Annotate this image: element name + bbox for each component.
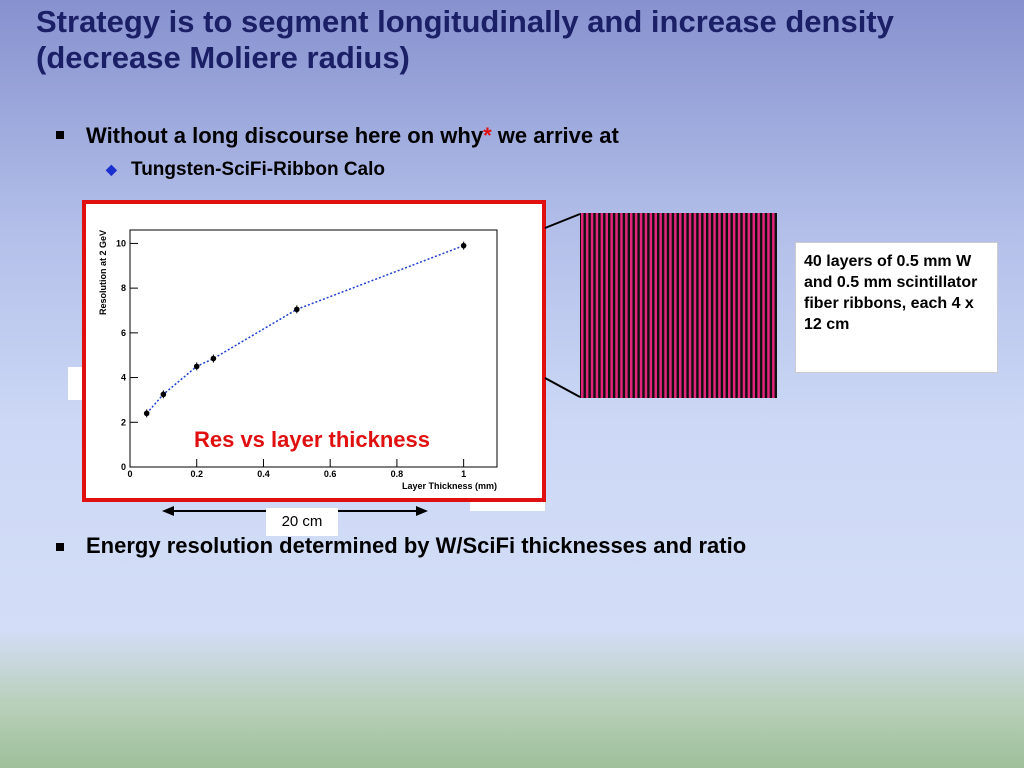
ribbon-layer — [698, 213, 702, 398]
x-tick-label: 0 — [127, 469, 132, 479]
ribbon-layer — [615, 213, 618, 398]
bullet: Energy resolution determined by W/SciFi … — [86, 533, 747, 558]
ribbon-layer — [625, 213, 628, 398]
ribbon-layer — [634, 213, 638, 398]
sub-bullet-marker: ◆ — [106, 161, 117, 177]
ribbon-layer — [742, 213, 746, 398]
white-fragment — [68, 367, 84, 400]
ribbon-layer — [747, 213, 751, 398]
y-axis-label: Resolution at 2 GeV — [98, 230, 108, 315]
title: Strategy is to segment longitudinally an… — [36, 4, 894, 75]
ribbon-bg — [580, 213, 777, 398]
scale-label: 20 cm — [266, 508, 338, 536]
ribbon-layer — [688, 213, 692, 398]
x-tick-label: 0.2 — [190, 469, 203, 479]
ribbon-layer — [639, 213, 643, 398]
point — [160, 391, 167, 398]
ribbon-layer — [737, 213, 741, 398]
ribbon-layer — [683, 213, 687, 398]
ribbon-layer — [718, 213, 721, 398]
point — [294, 306, 300, 313]
ribbon-layer — [669, 213, 672, 398]
ribbon-layer — [664, 213, 667, 398]
x-tick-label: 0.4 — [257, 469, 270, 479]
y-tick-label: 10 — [116, 238, 126, 248]
ribbon-layer — [659, 213, 662, 398]
ribbon-layer — [590, 213, 594, 398]
x-axis-label: Layer Thickness (mm) — [402, 481, 497, 491]
ribbon-layer — [762, 213, 765, 398]
ribbon-layer — [728, 213, 731, 398]
connector — [544, 213, 581, 229]
connector — [544, 377, 581, 398]
ribbon-layer — [723, 213, 726, 398]
ribbon-layer — [693, 213, 697, 398]
point — [460, 242, 467, 249]
arrow-head — [416, 506, 428, 516]
ribbon-layer — [752, 213, 755, 398]
plot-frame — [129, 229, 498, 468]
point — [143, 410, 150, 417]
ribbon-layer — [772, 213, 775, 398]
fit-curve — [146, 244, 464, 414]
ribbon-layer — [713, 213, 716, 398]
ribbon-layer — [630, 213, 633, 398]
x-tick-label: 0.8 — [391, 469, 404, 479]
ribbon-layer — [605, 213, 608, 398]
ribbon-stack — [580, 213, 777, 398]
ribbon-layer — [644, 213, 648, 398]
sub-bullet: Tungsten-SciFi-Ribbon Calo — [131, 159, 386, 180]
chart-caption: Res vs layer thickness — [194, 427, 430, 452]
ribbon-layer — [620, 213, 623, 398]
y-tick-label: 0 — [121, 462, 126, 472]
ribbon-layer — [757, 213, 760, 398]
bullet-marker — [56, 543, 64, 551]
asterisk: * — [483, 123, 492, 148]
ribbon-layer — [708, 213, 711, 398]
point — [210, 355, 217, 362]
x-tick-label: 1 — [461, 469, 466, 479]
ribbon-layer — [581, 213, 584, 398]
point — [193, 363, 200, 370]
y-tick-label: 4 — [121, 373, 126, 383]
ribbon-layer — [767, 213, 770, 398]
bullet-text: we arrive at — [491, 123, 619, 148]
bullet-marker — [56, 131, 64, 139]
ribbon-layer — [654, 213, 657, 398]
arrow-head — [162, 506, 174, 516]
ribbon-layer — [703, 213, 706, 398]
callout: 40 layers of 0.5 mm W and 0.5 mm scintil… — [795, 242, 998, 373]
ribbon-layer — [610, 213, 613, 398]
ribbon-layer — [732, 213, 736, 398]
chart-frame — [82, 200, 546, 502]
ribbon-layer — [649, 213, 653, 398]
ribbon-layer — [600, 213, 604, 398]
bullet: Without a long discourse here on why* we… — [86, 123, 619, 149]
y-tick-label: 2 — [121, 417, 126, 427]
x-tick-label: 0.6 — [324, 469, 337, 479]
ribbon-layer — [595, 213, 599, 398]
ribbon-layer — [585, 213, 589, 398]
y-tick-label: 6 — [121, 328, 126, 338]
ribbon-layer — [674, 213, 677, 398]
ribbon-layer — [679, 213, 682, 398]
bullet-text: Without a long discourse here on why — [86, 123, 484, 148]
y-tick-label: 8 — [121, 283, 126, 293]
